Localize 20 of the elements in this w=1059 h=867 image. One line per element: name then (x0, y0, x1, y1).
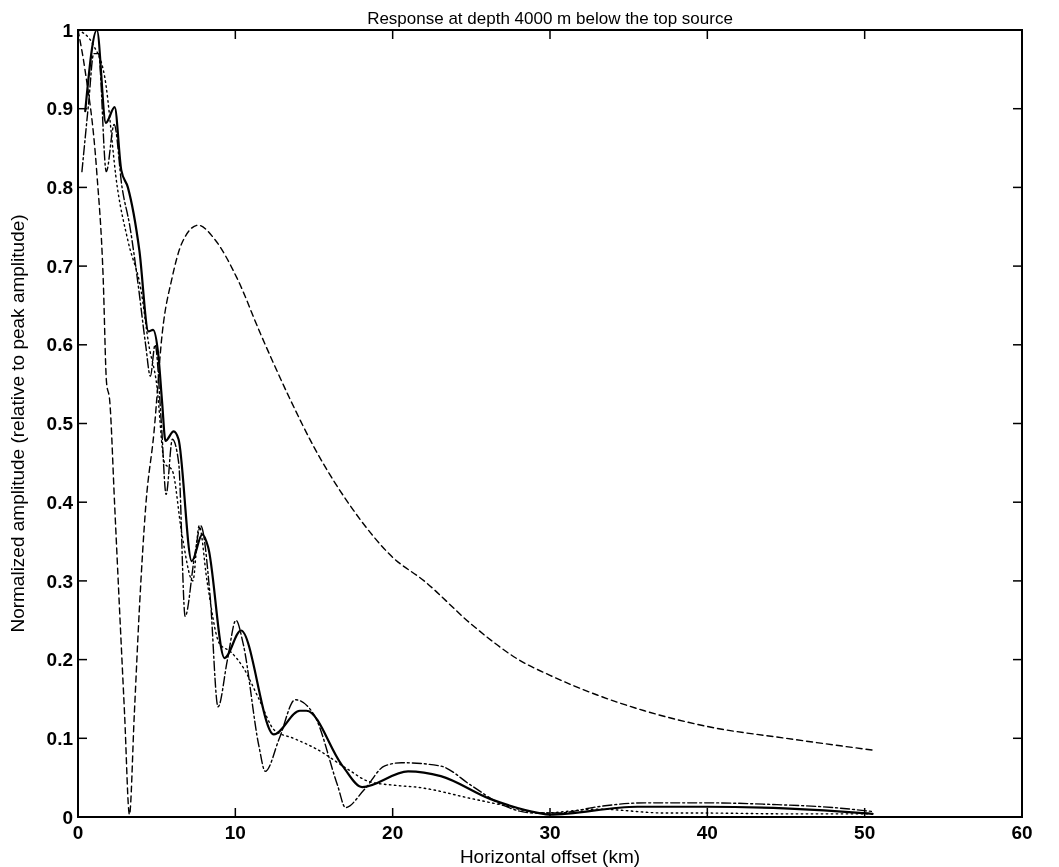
y-tick-label: 0.7 (46, 255, 73, 277)
x-tick-label: 40 (696, 822, 718, 843)
y-tick-label: 0.8 (46, 177, 73, 199)
chart-title: Response at depth 4000 m below the top source (367, 9, 733, 28)
y-tick-label: 0.5 (46, 413, 74, 435)
y-tick-label: 0.2 (46, 649, 73, 671)
y-axis-title: Normalized amplitude (relative to peak amplitude) (7, 214, 28, 633)
x-tick-label: 10 (224, 822, 246, 843)
y-tick-label: 1 (62, 19, 74, 41)
x-tick-label: 60 (1011, 822, 1033, 843)
x-tick-label: 50 (854, 822, 876, 843)
y-tick-label: 0.9 (46, 98, 73, 120)
y-tick-label: 0.6 (46, 334, 73, 356)
y-tick-label: 0 (62, 806, 73, 828)
y-tick-label: 0.3 (46, 570, 73, 592)
x-axis-title: Horizontal offset (km) (459, 846, 641, 867)
x-tick-label: 20 (382, 822, 404, 843)
y-tick-label: 0.1 (46, 727, 74, 749)
x-tick-label: 30 (539, 822, 561, 843)
y-tick-label: 0.4 (46, 491, 74, 513)
